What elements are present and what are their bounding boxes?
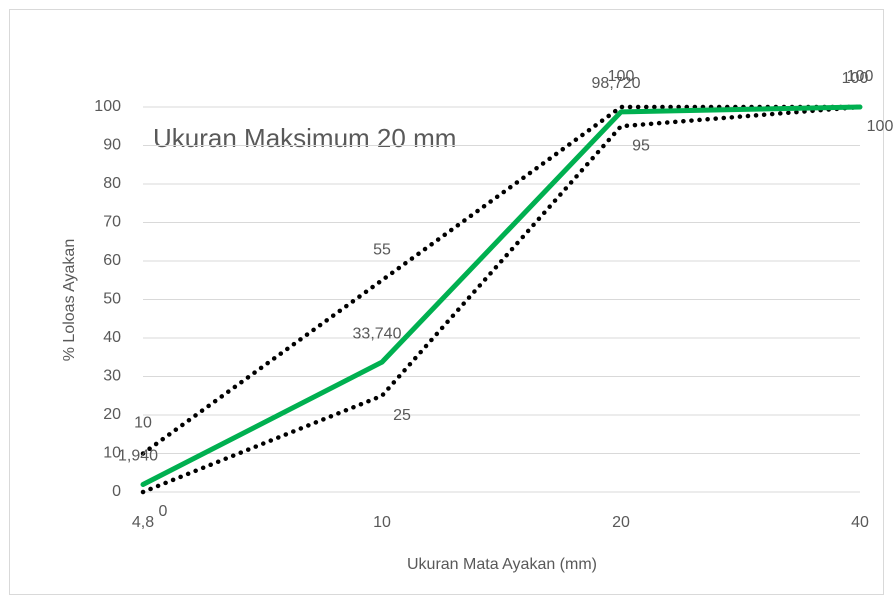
data-label: 95 [632,137,650,154]
data-label: 100 [867,118,893,135]
y-tick-label: 90 [103,137,121,154]
y-tick-label: 100 [94,98,121,115]
y-tick-label: 70 [103,214,121,231]
y-tick-label: 80 [103,175,121,192]
y-axis-label: % Loloas Ayakan [61,239,78,361]
data-label: 55 [373,241,391,258]
y-tick-label: 60 [103,252,121,269]
x-tick-label: 10 [373,514,391,531]
data-label: 25 [393,407,411,424]
data-label: 100 [847,68,874,85]
x-tick-label: 4,8 [132,514,154,531]
data-label: 100 [842,70,869,87]
data-label: 1,940 [118,448,158,465]
x-axis-label: Ukuran Mata Ayakan (mm) [407,556,597,573]
y-tick-label: 30 [103,368,121,385]
annotation: Ukuran Maksimum 20 mm [153,123,456,153]
y-tick-label: 10 [103,445,121,462]
series-line [140,104,863,488]
y-tick-label: 40 [103,329,121,346]
data-label: 10 [134,415,152,432]
y-tick-label: 20 [103,406,121,423]
data-label: 100 [608,68,635,85]
y-tick-label: 0 [112,483,121,500]
series-line [140,104,863,456]
y-tick-label: 50 [103,291,121,308]
data-label: 98,720 [592,75,641,92]
series-line [140,104,863,495]
x-tick-label: 20 [612,514,630,531]
x-tick-label: 40 [851,514,869,531]
chart-frame [9,9,884,595]
data-label: 33,740 [353,325,402,342]
data-label: 0 [159,503,168,520]
